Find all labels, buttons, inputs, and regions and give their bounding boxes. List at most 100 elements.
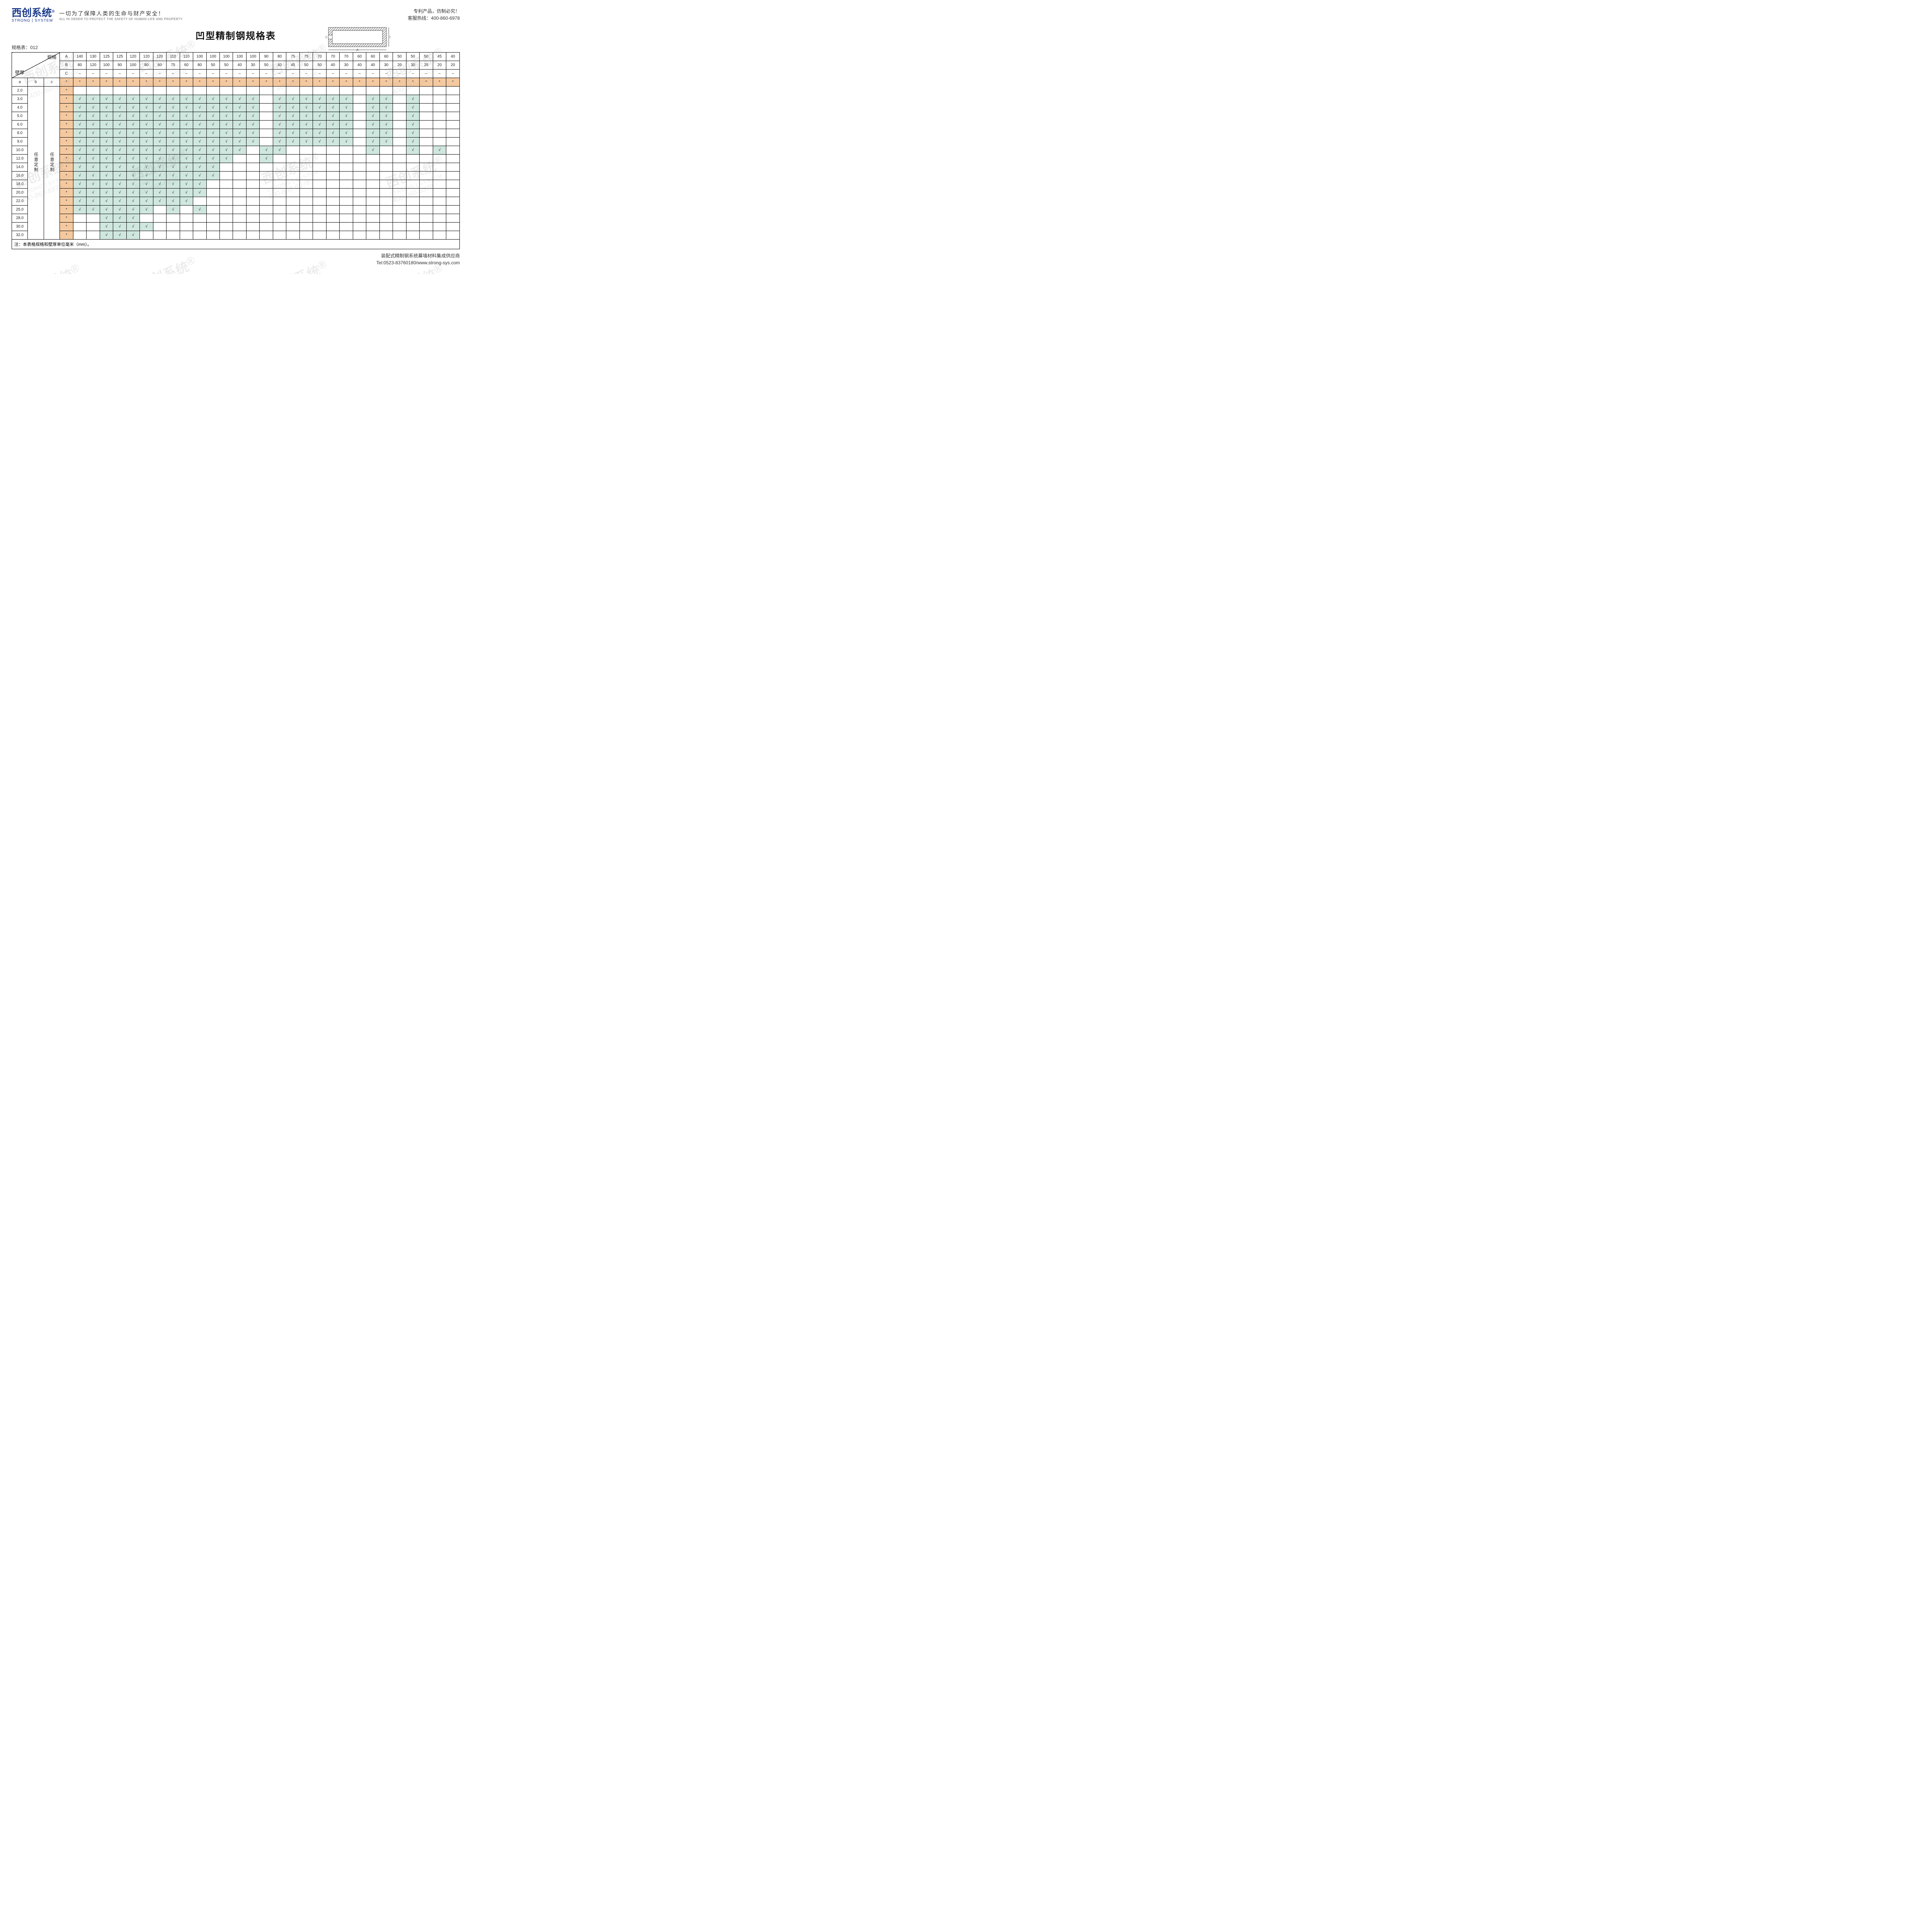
cell-5-25: √ bbox=[406, 129, 419, 138]
cell-0-16 bbox=[286, 87, 299, 95]
cell-15-8 bbox=[180, 214, 193, 223]
B-col-21: 40 bbox=[353, 61, 366, 70]
cell-16-19 bbox=[326, 223, 339, 231]
cell-16-11 bbox=[220, 223, 233, 231]
cell-10-2: √ bbox=[100, 172, 113, 180]
cell-11-9: √ bbox=[193, 180, 206, 189]
cell-7-3: √ bbox=[113, 146, 126, 155]
cell-3-23: √ bbox=[379, 112, 393, 121]
cell-3-22: √ bbox=[366, 112, 379, 121]
cell-10-6: √ bbox=[153, 172, 166, 180]
cell-14-23 bbox=[379, 206, 393, 214]
cell-16-17 bbox=[299, 223, 313, 231]
cell-17-14 bbox=[260, 231, 273, 240]
star-col-24: * bbox=[393, 78, 406, 87]
cell-16-28 bbox=[446, 223, 460, 231]
cell-2-2: √ bbox=[100, 104, 113, 112]
c-any: 任意定制 bbox=[44, 87, 60, 240]
B-col-16: 45 bbox=[286, 61, 299, 70]
header-right-1: 专利产品，仿制必究！ bbox=[408, 8, 460, 15]
cell-4-2: √ bbox=[100, 121, 113, 129]
cell-1-11: √ bbox=[220, 95, 233, 104]
cell-13-21 bbox=[353, 197, 366, 206]
cell-13-8: √ bbox=[180, 197, 193, 206]
cell-15-12 bbox=[233, 214, 246, 223]
cell-2-6: √ bbox=[153, 104, 166, 112]
cell-3-1: √ bbox=[87, 112, 100, 121]
cell-5-7: √ bbox=[167, 129, 180, 138]
star-row-10: * bbox=[60, 172, 73, 180]
cell-9-3: √ bbox=[113, 163, 126, 172]
cell-2-20: √ bbox=[340, 104, 353, 112]
cell-13-6: √ bbox=[153, 197, 166, 206]
cell-3-0: √ bbox=[73, 112, 86, 121]
star-col-28: * bbox=[446, 78, 460, 87]
cell-1-17: √ bbox=[299, 95, 313, 104]
cell-5-27 bbox=[433, 129, 446, 138]
cell-5-6: √ bbox=[153, 129, 166, 138]
cell-8-25 bbox=[406, 155, 419, 163]
C-col-20: – bbox=[340, 70, 353, 78]
cell-12-24 bbox=[393, 189, 406, 197]
cell-15-22 bbox=[366, 214, 379, 223]
cell-9-26 bbox=[420, 163, 433, 172]
cell-2-26 bbox=[420, 104, 433, 112]
cell-10-18 bbox=[313, 172, 326, 180]
cell-11-16 bbox=[286, 180, 299, 189]
cell-17-26 bbox=[420, 231, 433, 240]
cell-5-21 bbox=[353, 129, 366, 138]
cell-6-25: √ bbox=[406, 138, 419, 146]
cell-5-18: √ bbox=[313, 129, 326, 138]
cell-17-11 bbox=[220, 231, 233, 240]
cell-1-22: √ bbox=[366, 95, 379, 104]
cell-1-5: √ bbox=[140, 95, 153, 104]
cell-6-18: √ bbox=[313, 138, 326, 146]
A-col-25: 50 bbox=[406, 53, 419, 61]
cell-16-2: √ bbox=[100, 223, 113, 231]
cell-11-1: √ bbox=[87, 180, 100, 189]
cell-8-28 bbox=[446, 155, 460, 163]
spec-code: 规格表：012 bbox=[12, 44, 460, 51]
cell-12-15 bbox=[273, 189, 286, 197]
header-A: A bbox=[60, 53, 73, 61]
cell-7-20 bbox=[340, 146, 353, 155]
cell-5-15: √ bbox=[273, 129, 286, 138]
cell-5-26 bbox=[420, 129, 433, 138]
cell-3-4: √ bbox=[126, 112, 139, 121]
cell-8-21 bbox=[353, 155, 366, 163]
logo-block: 西创系统® STRONG | SYSTEM 一切为了保障人类的生命与财产安全！ … bbox=[12, 8, 183, 23]
star-row-4: * bbox=[60, 121, 73, 129]
cell-6-14 bbox=[260, 138, 273, 146]
cell-11-13 bbox=[246, 180, 259, 189]
footer: 装配式精制钢系统幕墙材料集成供应商 Tel:0523-83760180/www.… bbox=[12, 252, 460, 266]
cell-3-17: √ bbox=[299, 112, 313, 121]
cell-1-16: √ bbox=[286, 95, 299, 104]
cell-13-17 bbox=[299, 197, 313, 206]
cell-14-21 bbox=[353, 206, 366, 214]
C-col-2: – bbox=[100, 70, 113, 78]
B-col-24: 20 bbox=[393, 61, 406, 70]
cell-1-2: √ bbox=[100, 95, 113, 104]
cell-17-5 bbox=[140, 231, 153, 240]
cell-16-21 bbox=[353, 223, 366, 231]
A-col-6: 120 bbox=[153, 53, 166, 61]
logo: 西创系统® STRONG | SYSTEM bbox=[12, 8, 54, 23]
cell-13-18 bbox=[313, 197, 326, 206]
cell-3-28 bbox=[446, 112, 460, 121]
cell-13-24 bbox=[393, 197, 406, 206]
cell-17-12 bbox=[233, 231, 246, 240]
cell-15-25 bbox=[406, 214, 419, 223]
cell-13-14 bbox=[260, 197, 273, 206]
A-col-5: 120 bbox=[140, 53, 153, 61]
cell-4-21 bbox=[353, 121, 366, 129]
cell-13-3: √ bbox=[113, 197, 126, 206]
cell-3-14 bbox=[260, 112, 273, 121]
cell-11-19 bbox=[326, 180, 339, 189]
cell-2-15: √ bbox=[273, 104, 286, 112]
cell-12-26 bbox=[420, 189, 433, 197]
A-col-27: 45 bbox=[433, 53, 446, 61]
cell-1-23: √ bbox=[379, 95, 393, 104]
cell-14-6 bbox=[153, 206, 166, 214]
A-col-19: 70 bbox=[326, 53, 339, 61]
cell-16-27 bbox=[433, 223, 446, 231]
